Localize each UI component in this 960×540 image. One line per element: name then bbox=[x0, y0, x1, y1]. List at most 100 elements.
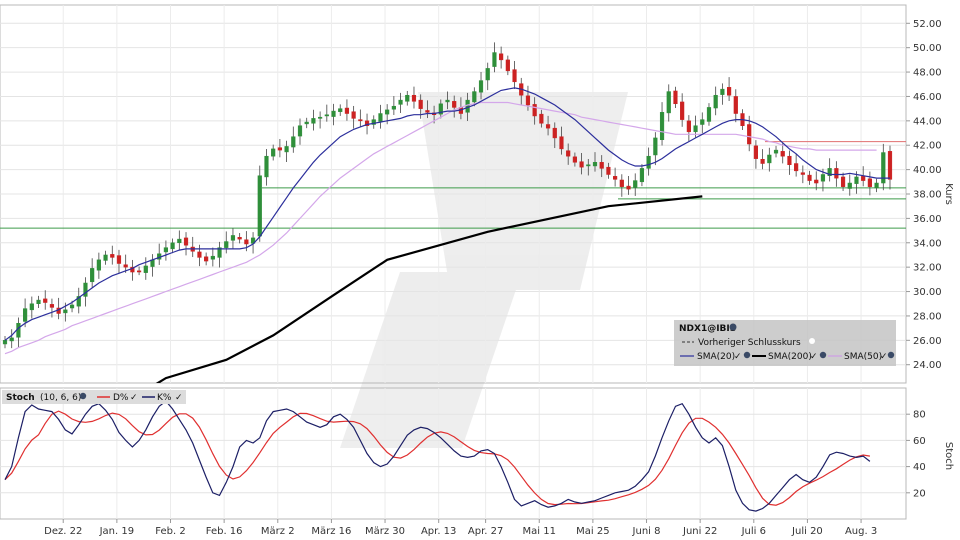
date-tick-label: Juli 20 bbox=[791, 526, 823, 537]
candle-down bbox=[626, 185, 631, 190]
sma200-settings-icon[interactable] bbox=[819, 351, 827, 359]
candle-up bbox=[331, 110, 336, 117]
date-tick-label: Jan. 19 bbox=[99, 526, 135, 537]
candle-up bbox=[767, 154, 772, 164]
date-tick-label: Dez. 22 bbox=[44, 526, 82, 537]
sma200-check-icon[interactable]: ✓ bbox=[810, 352, 818, 362]
candle-down bbox=[344, 107, 350, 114]
candle-down bbox=[116, 255, 122, 264]
candle-up bbox=[143, 265, 148, 273]
candle-up bbox=[874, 182, 879, 189]
candle-down bbox=[49, 304, 55, 308]
d-percent-check-icon[interactable]: ✓ bbox=[130, 393, 138, 403]
date-tick-label: März 2 bbox=[261, 526, 295, 537]
date-tick-label: Mai 11 bbox=[523, 526, 556, 537]
candle-down bbox=[794, 163, 799, 172]
candle-down bbox=[197, 251, 202, 258]
candle-down bbox=[512, 69, 517, 83]
candle-up bbox=[492, 52, 497, 67]
candle-up bbox=[378, 113, 383, 122]
candle-up bbox=[847, 182, 852, 189]
price-tick-label: 24.00 bbox=[913, 360, 942, 371]
candle-down bbox=[43, 298, 48, 303]
date-axis-labels: Dez. 22 Jan. 19 Feb. 2 Feb. 16 März 2 März 16… bbox=[44, 519, 877, 537]
candle-down bbox=[867, 178, 872, 187]
candle-up bbox=[311, 118, 316, 124]
stochastic-axis-title: Stoch bbox=[943, 442, 954, 470]
price-tick-label: 38.00 bbox=[913, 190, 942, 201]
candle-up bbox=[170, 242, 175, 250]
candle-up bbox=[210, 255, 215, 260]
candle-down bbox=[552, 127, 557, 139]
candle-down bbox=[110, 254, 115, 258]
candle-down bbox=[411, 94, 417, 102]
candle-down bbox=[499, 53, 504, 61]
price-tick-label: 50.00 bbox=[913, 43, 942, 54]
candle-up bbox=[217, 247, 222, 258]
sma50-line bbox=[4, 101, 877, 355]
candle-up bbox=[69, 304, 75, 309]
candle-up bbox=[633, 180, 638, 188]
candle-up bbox=[485, 68, 490, 81]
candle-up bbox=[666, 91, 671, 114]
legend-sma50: SMA(50) bbox=[844, 352, 882, 362]
price-axis-title: Kurs bbox=[943, 183, 954, 205]
price-tick-label: 44.00 bbox=[913, 116, 942, 127]
candle-up bbox=[177, 238, 182, 244]
candle-up bbox=[284, 146, 289, 153]
candle-down bbox=[861, 176, 866, 181]
candle-down bbox=[807, 174, 812, 181]
price-gridlines bbox=[0, 5, 906, 383]
k-percent-check-icon[interactable]: ✓ bbox=[175, 393, 183, 403]
legend-symbol: NDX1@IBIS bbox=[679, 324, 736, 334]
price-tick-label: 34.00 bbox=[913, 238, 942, 249]
stochastic-settings-icon[interactable] bbox=[79, 392, 87, 400]
legend-k-percent: K% bbox=[157, 393, 172, 403]
candle-down bbox=[619, 179, 624, 187]
sma50-settings-icon[interactable] bbox=[887, 351, 895, 359]
candle-up bbox=[2, 340, 8, 345]
price-tick-label: 48.00 bbox=[913, 68, 942, 79]
candle-up bbox=[586, 164, 591, 167]
prev-close-toggle-icon[interactable] bbox=[809, 338, 815, 344]
candle-up bbox=[371, 119, 376, 125]
sma50-check-icon[interactable]: ✓ bbox=[880, 352, 888, 362]
candle-up bbox=[163, 247, 169, 253]
candle-up bbox=[264, 155, 269, 178]
candle-down bbox=[753, 145, 759, 159]
candle-up bbox=[257, 175, 262, 237]
price-tick-label: 52.00 bbox=[913, 19, 942, 30]
moving-averages bbox=[4, 87, 890, 383]
candle-down bbox=[572, 156, 577, 163]
stochastic-axis-ticks: 20 40 60 80 bbox=[906, 410, 926, 499]
candle-up bbox=[304, 121, 309, 125]
candle-down bbox=[425, 110, 430, 113]
candle-down bbox=[760, 158, 765, 164]
sma20-check-icon[interactable]: ✓ bbox=[734, 352, 742, 362]
candle-up bbox=[224, 241, 229, 248]
stochastic-legend: Stoch (10, 6, 6) D% ✓ K% ✓ bbox=[2, 390, 186, 404]
candle-up bbox=[405, 94, 410, 102]
candle-down bbox=[747, 124, 752, 145]
candle-down bbox=[237, 237, 242, 240]
symbol-settings-icon[interactable] bbox=[729, 323, 737, 331]
date-tick-label: Juni 8 bbox=[632, 526, 661, 537]
candle-up bbox=[338, 108, 343, 112]
legend-background bbox=[674, 320, 896, 366]
candle-up bbox=[297, 125, 303, 137]
candle-down bbox=[566, 150, 571, 157]
date-tick-label: März 16 bbox=[311, 526, 351, 537]
legend-prev-close: Vorheriger Schlusskurs bbox=[698, 338, 801, 348]
candle-down bbox=[525, 95, 531, 106]
date-tick-label: Juli 6 bbox=[741, 526, 766, 537]
d-percent-line bbox=[4, 410, 870, 506]
candle-up bbox=[76, 296, 81, 307]
price-tick-label: 42.00 bbox=[913, 141, 942, 152]
date-tick-label: März 30 bbox=[365, 526, 405, 537]
candle-up bbox=[881, 152, 886, 184]
candle-up bbox=[385, 109, 390, 115]
stochastic-tick-label: 20 bbox=[913, 488, 926, 499]
date-tick-label: Feb. 2 bbox=[155, 526, 185, 537]
candle-up bbox=[271, 148, 276, 157]
sma20-settings-icon[interactable] bbox=[743, 351, 751, 359]
